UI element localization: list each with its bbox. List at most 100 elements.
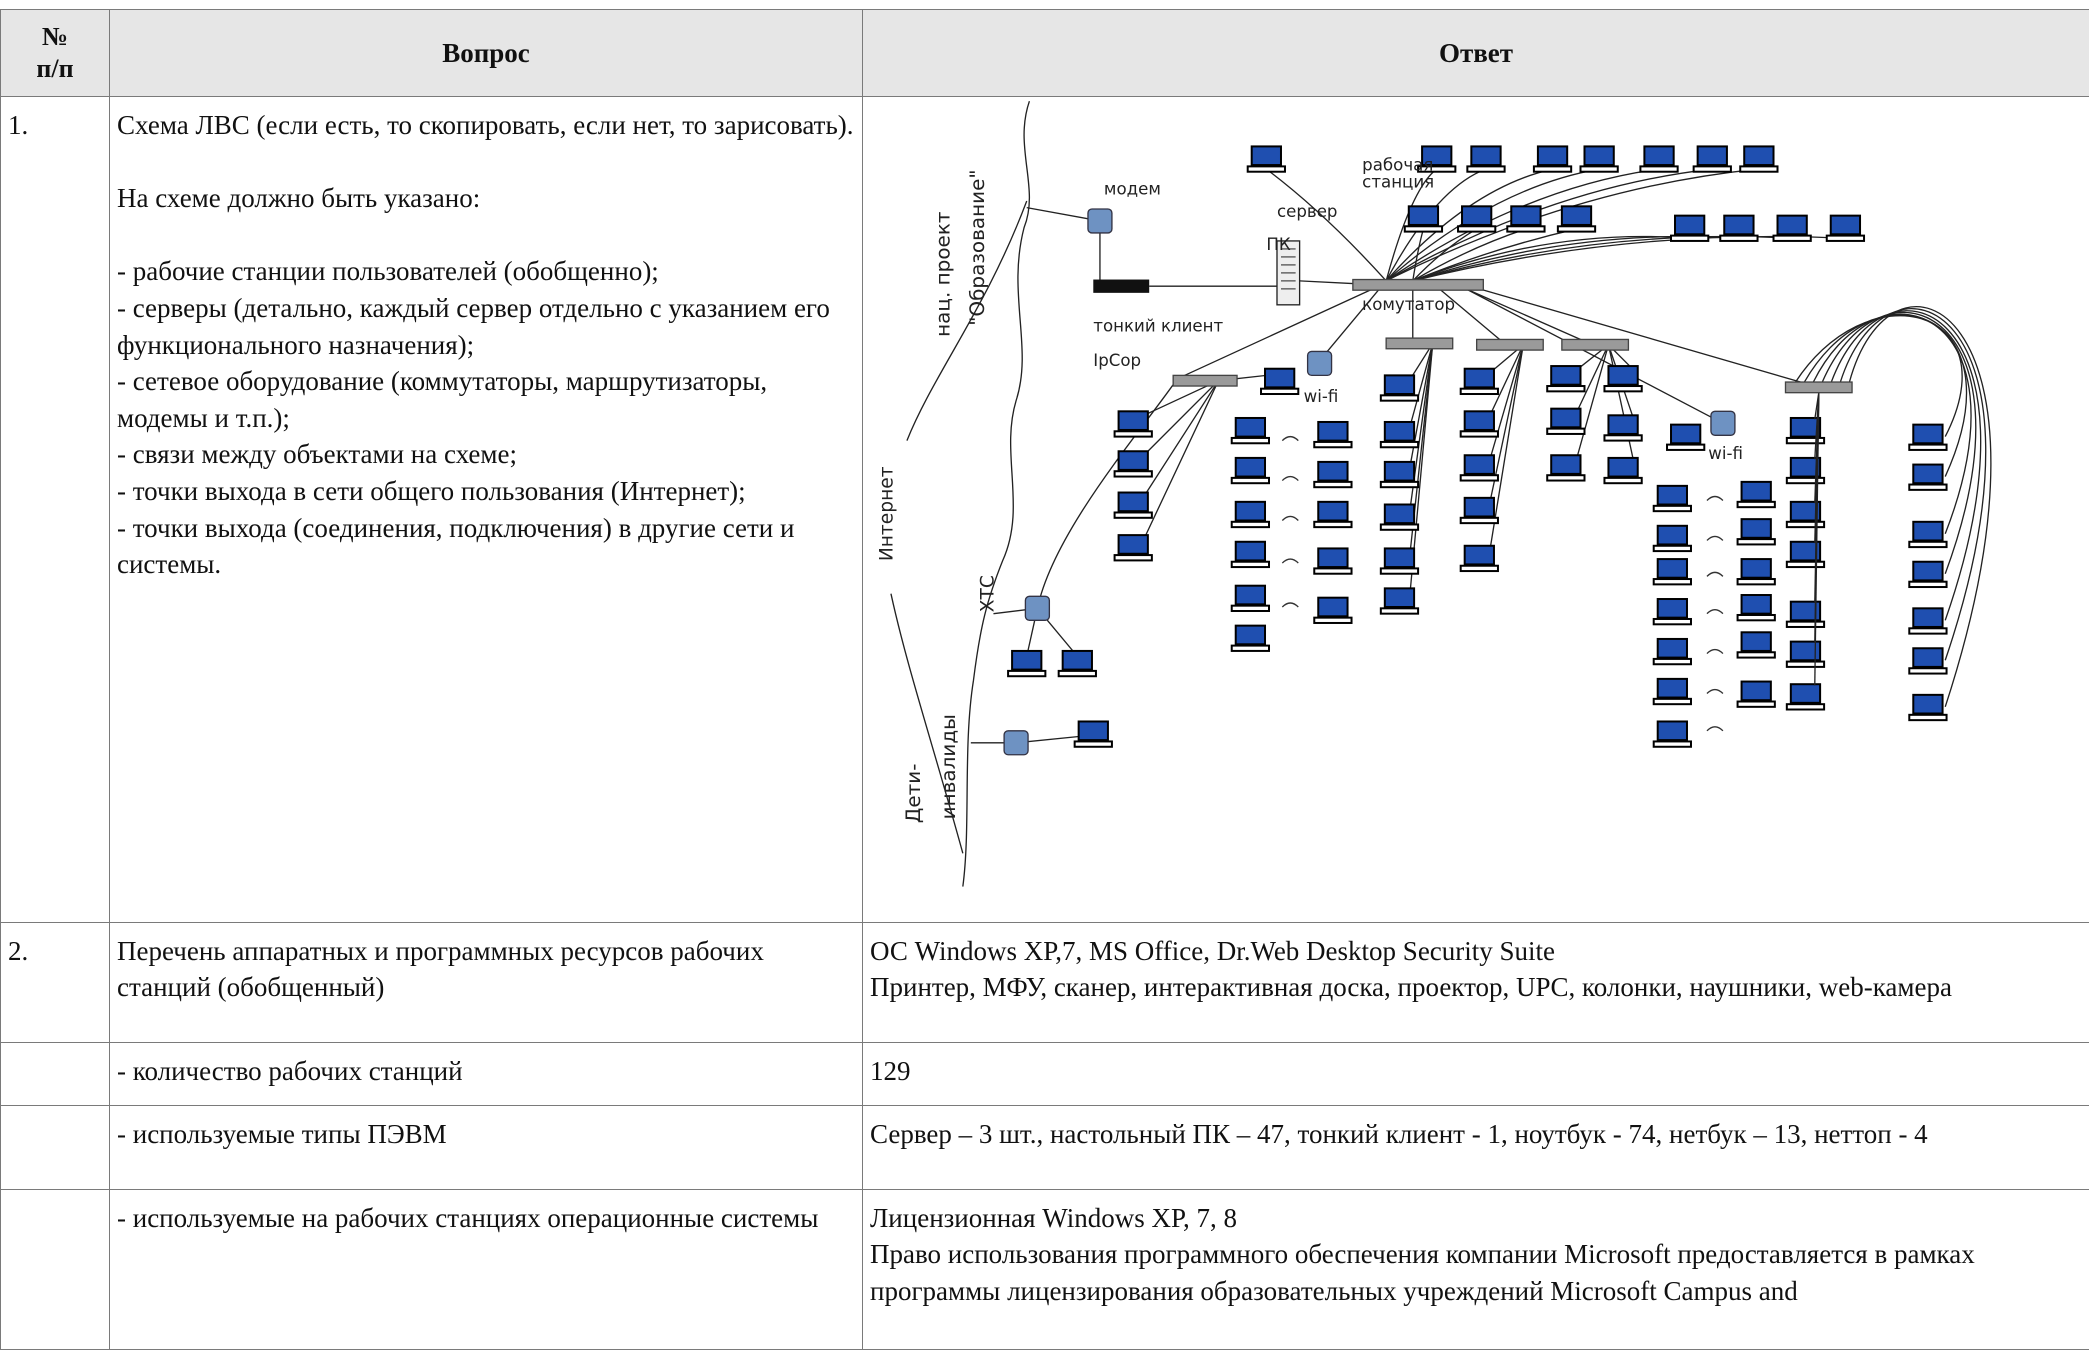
network-diagram: модем рабочая станция сервер ПК комутато… [863,97,2089,912]
workstation-base [1314,568,1351,573]
workstation-base [1461,475,1498,480]
diagram-label: "Образование" [965,169,989,325]
workstation-screen [1778,216,1807,235]
thin-client [1093,280,1149,293]
workstation-screen [1236,458,1265,477]
workstation-base [1115,555,1152,560]
workstation-screen [1658,526,1687,545]
connector [1144,381,1219,539]
answer-cell: Лицензионная Windows XP, 7, 8 Право испо… [863,1189,2089,1349]
workstation-screen [1742,519,1771,538]
wireless-arc [1707,690,1723,694]
workstation-base [1654,659,1691,664]
switch [1562,339,1629,350]
table-row: - используемые на рабочих станциях опера… [1,1189,2089,1349]
workstation-base [1115,471,1152,476]
workstation-base [1547,475,1584,480]
workstation-base [1909,485,1946,490]
workstation-screen [1236,418,1265,437]
workstation-screen [1385,462,1414,481]
workstation-screen [1742,482,1771,501]
workstation-base [1075,741,1112,746]
diagram-label: wi-fi [1304,387,1339,406]
workstation-base [1534,166,1571,171]
workstation-screen [1913,695,1942,714]
workstation-screen [1658,559,1687,578]
workstation-screen [1079,721,1108,740]
workstation-screen [1252,146,1281,165]
diagram-label: рабочая [1362,155,1433,174]
workstation-screen [1119,451,1148,470]
workstation-screen [1742,682,1771,701]
paragraph: Принтер, МФУ, сканер, интерактивная доск… [870,969,2081,1006]
workstation-base [1671,236,1708,241]
wireless-arc [1707,536,1723,540]
switch [1173,375,1237,386]
header-cell: Ответ [863,10,2089,97]
workstation-screen [1265,369,1294,388]
workstation-screen [1608,415,1637,434]
workstation-screen [1465,498,1494,517]
workstation-screen [1471,146,1500,165]
workstation-screen [1913,522,1942,541]
workstation-base [1787,622,1824,627]
modem [1088,209,1112,233]
workstation-base [1314,522,1351,527]
workstation-screen [1831,216,1860,235]
workstation-base [1232,478,1269,483]
row-number [1,1042,110,1105]
workstation-screen [1318,502,1347,521]
workstation-screen [1236,626,1265,645]
workstation-base [1547,386,1584,391]
workstation-base [1381,482,1418,487]
workstation-screen [1913,608,1942,627]
switch [1353,280,1483,291]
workstation-base [1604,478,1641,483]
connector [1413,236,1846,280]
table-row: - используемые типы ПЭВМ Сервер – 3 шт.,… [1,1105,2089,1189]
wireless-arc [1282,603,1298,607]
switch [1477,339,1544,350]
table-row: 1. Схема ЛВС (если есть, то скопировать,… [1,97,2089,923]
wireless-arc [1707,727,1723,731]
connector [1037,385,1173,609]
workstation-base [1694,166,1731,171]
list-item: - серверы (детально, каждый сервер отдел… [117,290,854,363]
answer-cell: 129 [863,1042,2089,1105]
connector [1820,312,1976,573]
modem [1004,731,1028,755]
workstation-base [1314,482,1351,487]
workstation-base [1738,502,1775,507]
workstation-base [1740,166,1777,171]
workstation-base [1909,628,1946,633]
header-cell: № п/п [1,10,110,97]
table-row: 2. Перечень аппаратных и программных рес… [1,922,2089,1042]
workstation-base [1458,226,1495,231]
workstation-base [1604,435,1641,440]
workstation-base [1232,438,1269,443]
diagram-label: станция [1362,173,1434,192]
workstation-base [1720,236,1757,241]
workstation-base [1461,518,1498,523]
connector [1479,289,1818,388]
workstation-base [1381,568,1418,573]
paragraph: Право использования программного обеспеч… [870,1236,2081,1309]
diagram-label: ХТС [977,575,998,612]
workstation-base [1461,389,1498,394]
question-cell: Схема ЛВС (если есть, то скопировать, ес… [110,97,863,923]
wireless-arc [1282,559,1298,563]
table-row: - количество рабочих станций 129 [1,1042,2089,1105]
answer-cell: Сервер – 3 шт., настольный ПК – 47, тонк… [863,1105,2089,1189]
diagram-label: инвалиды [936,714,960,819]
connector [1413,236,1739,280]
workstation-base [1381,608,1418,613]
workstation-screen [1318,422,1347,441]
workstation-base [1558,226,1595,231]
workstation-base [1654,619,1691,624]
workstation-screen [1744,146,1773,165]
workstation-screen [1462,206,1491,225]
row-number [1,1105,110,1189]
row-number [1,1189,110,1349]
modem [1025,596,1049,620]
workstation-screen [1551,366,1580,385]
